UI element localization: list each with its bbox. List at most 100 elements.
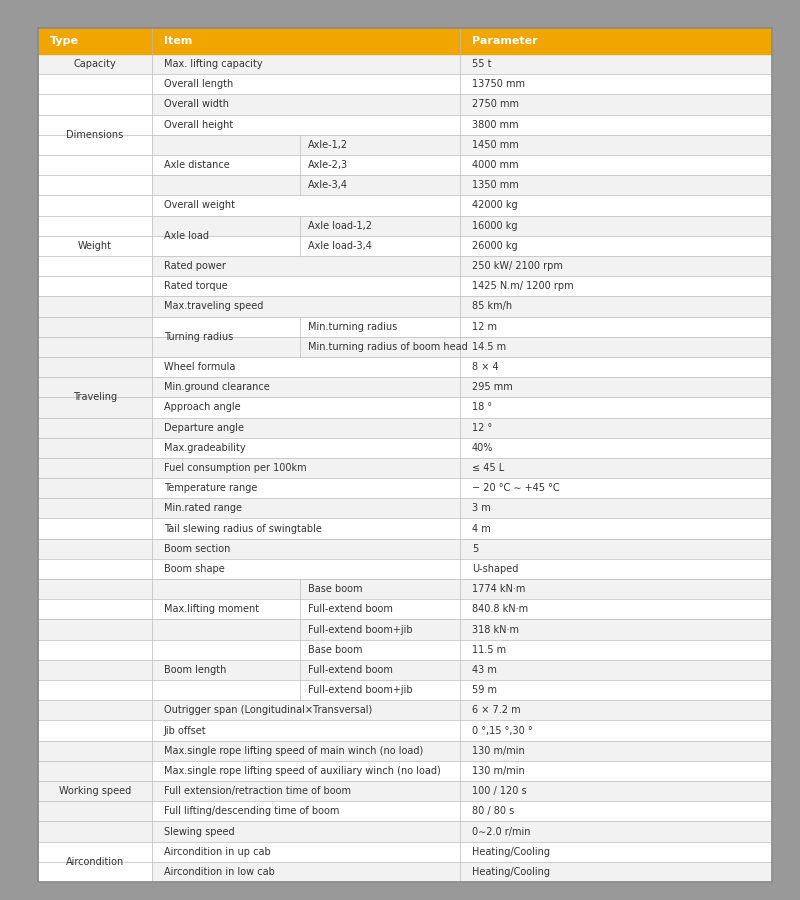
Text: Boom shape: Boom shape (164, 564, 225, 574)
Text: Axle-1,2: Axle-1,2 (308, 140, 348, 150)
Bar (38, 54, 772, 74)
Text: Tail slewing radius of swingtable: Tail slewing radius of swingtable (164, 524, 322, 534)
Bar (38, 822, 772, 842)
Text: 1450 mm: 1450 mm (472, 140, 518, 150)
Bar (38, 680, 772, 700)
Bar (38, 317, 772, 337)
Text: 1774 kN·m: 1774 kN·m (472, 584, 526, 594)
Text: Weight: Weight (78, 241, 112, 251)
Text: 840.8 kN·m: 840.8 kN·m (472, 605, 528, 615)
Text: Heating/Cooling: Heating/Cooling (472, 867, 550, 877)
Bar (38, 195, 152, 296)
Text: Departure angle: Departure angle (164, 423, 244, 433)
Text: Full-extend boom+jib: Full-extend boom+jib (308, 685, 413, 695)
Text: Max.single rope lifting speed of main winch (no load): Max.single rope lifting speed of main wi… (164, 746, 423, 756)
Bar (38, 842, 772, 862)
Bar (38, 357, 772, 377)
Text: Overall weight: Overall weight (164, 201, 234, 211)
Bar (38, 458, 772, 478)
Bar (38, 700, 772, 720)
Text: Min.turning radius: Min.turning radius (308, 321, 398, 331)
Bar (38, 236, 772, 256)
Text: Max.single rope lifting speed of auxiliary winch (no load): Max.single rope lifting speed of auxilia… (164, 766, 441, 776)
Text: − 20 °C ∼ +45 °C: − 20 °C ∼ +45 °C (472, 483, 560, 493)
Text: Min.rated range: Min.rated range (164, 503, 242, 513)
Text: Axle-3,4: Axle-3,4 (308, 180, 348, 190)
Text: ≤ 45 L: ≤ 45 L (472, 463, 504, 473)
Text: Type: Type (50, 36, 79, 46)
Text: Working speed: Working speed (58, 786, 131, 796)
Text: 18 °: 18 ° (472, 402, 492, 412)
Text: 8 × 4: 8 × 4 (472, 362, 498, 372)
Text: Outrigger span (Longitudinal×Transversal): Outrigger span (Longitudinal×Transversal… (164, 706, 372, 716)
Text: 42000 kg: 42000 kg (472, 201, 518, 211)
Bar (38, 135, 772, 155)
Text: Heating/Cooling: Heating/Cooling (472, 847, 550, 857)
Text: 4 m: 4 m (472, 524, 491, 534)
Text: Wheel formula: Wheel formula (164, 362, 235, 372)
Bar (38, 54, 152, 74)
Text: 130 m/min: 130 m/min (472, 766, 525, 776)
Text: Aircondition in low cab: Aircondition in low cab (164, 867, 274, 877)
Text: 250 kW/ 2100 rpm: 250 kW/ 2100 rpm (472, 261, 563, 271)
Text: 59 m: 59 m (472, 685, 497, 695)
Bar (38, 660, 772, 680)
Text: 3800 mm: 3800 mm (472, 120, 518, 130)
Text: Boom length: Boom length (164, 665, 226, 675)
Text: 26000 kg: 26000 kg (472, 241, 518, 251)
Text: 4000 mm: 4000 mm (472, 160, 518, 170)
Bar (38, 377, 772, 397)
Bar (38, 862, 772, 882)
Text: 5: 5 (472, 544, 478, 554)
Bar (38, 94, 772, 114)
Bar (38, 176, 772, 195)
Bar (38, 276, 772, 296)
Text: 1350 mm: 1350 mm (472, 180, 518, 190)
Text: 100 / 120 s: 100 / 120 s (472, 786, 526, 796)
Text: Max. lifting capacity: Max. lifting capacity (164, 59, 262, 69)
Text: Aircondition: Aircondition (66, 857, 124, 867)
Text: U-shaped: U-shaped (472, 564, 518, 574)
Bar (38, 842, 152, 882)
Bar (38, 741, 772, 760)
Text: Min.ground clearance: Min.ground clearance (164, 382, 270, 392)
Text: Capacity: Capacity (74, 59, 116, 69)
Text: 318 kN·m: 318 kN·m (472, 625, 519, 634)
Text: Dimensions: Dimensions (66, 130, 123, 140)
Text: Rated power: Rated power (164, 261, 226, 271)
Bar (38, 518, 772, 539)
Text: Jib offset: Jib offset (164, 725, 206, 735)
Bar (38, 74, 772, 94)
Text: Full-extend boom: Full-extend boom (308, 605, 393, 615)
Text: Parameter: Parameter (472, 36, 538, 46)
Bar (38, 296, 772, 317)
Text: Min.turning radius of boom head: Min.turning radius of boom head (308, 342, 468, 352)
Bar (38, 720, 772, 741)
Text: Full-extend boom+jib: Full-extend boom+jib (308, 625, 413, 634)
Text: 16000 kg: 16000 kg (472, 220, 518, 230)
Bar (38, 801, 772, 822)
Text: Overall length: Overall length (164, 79, 233, 89)
Text: Rated torque: Rated torque (164, 281, 227, 292)
Text: Overall height: Overall height (164, 120, 233, 130)
Text: 14.5 m: 14.5 m (472, 342, 506, 352)
Bar (38, 760, 772, 781)
Text: Axle distance: Axle distance (164, 160, 230, 170)
Text: 6 × 7.2 m: 6 × 7.2 m (472, 706, 521, 716)
Text: 11.5 m: 11.5 m (472, 644, 506, 655)
Text: Max.gradeability: Max.gradeability (164, 443, 246, 453)
Bar (38, 418, 772, 437)
Bar (38, 539, 772, 559)
Bar (38, 216, 772, 236)
Text: 130 m/min: 130 m/min (472, 746, 525, 756)
Text: Axle-2,3: Axle-2,3 (308, 160, 348, 170)
Text: Max.traveling speed: Max.traveling speed (164, 302, 263, 311)
Text: Item: Item (164, 36, 192, 46)
Bar (38, 619, 772, 640)
Text: Max.lifting moment: Max.lifting moment (164, 605, 259, 615)
Text: Turning radius: Turning radius (164, 332, 233, 342)
Text: 0∼2.0 r/min: 0∼2.0 r/min (472, 826, 530, 836)
Text: Full extension/retraction time of boom: Full extension/retraction time of boom (164, 786, 350, 796)
Bar (38, 28, 772, 54)
Bar (38, 296, 152, 499)
